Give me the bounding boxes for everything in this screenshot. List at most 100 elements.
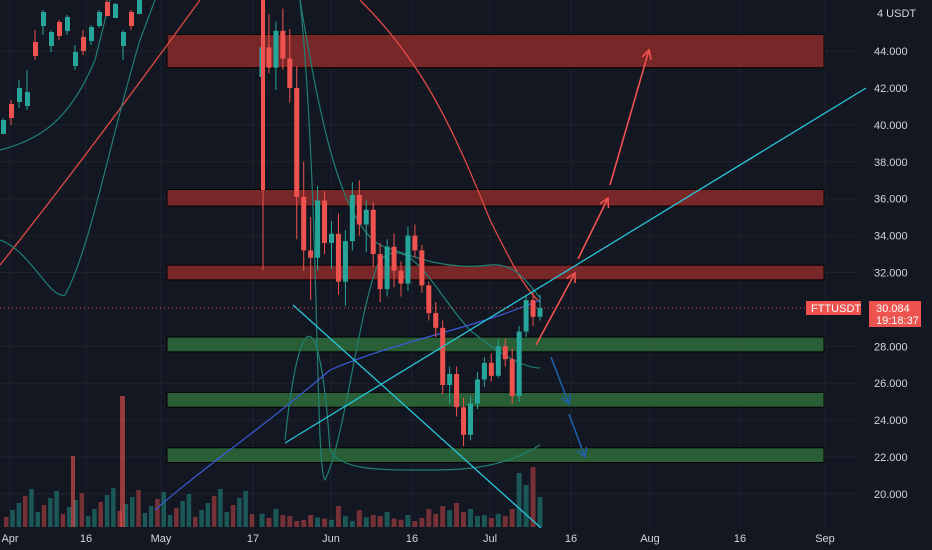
volume-bar bbox=[280, 515, 286, 527]
user-drawings[interactable] bbox=[284, 48, 867, 529]
volume-bar bbox=[495, 513, 501, 527]
volume-bar bbox=[10, 510, 15, 527]
volume-bar bbox=[186, 494, 192, 527]
candle-body bbox=[356, 195, 362, 225]
candle-body bbox=[301, 196, 307, 251]
symbol-label: FTTUSDT bbox=[811, 303, 861, 315]
resistance-zone-1 bbox=[166, 188, 825, 207]
volume-bar bbox=[71, 456, 75, 527]
volume-bar bbox=[54, 491, 59, 527]
price-tick-label: 22.000 bbox=[874, 452, 908, 464]
price-tick-label: 20.000 bbox=[874, 489, 908, 501]
candle-body bbox=[81, 37, 86, 51]
volume-bar bbox=[174, 508, 179, 527]
volume-bar bbox=[120, 396, 125, 527]
candle-body bbox=[468, 403, 473, 435]
volume-bar bbox=[167, 515, 173, 527]
candle-body bbox=[384, 246, 390, 290]
time-tick-label: 16 bbox=[406, 533, 418, 545]
volume-bar bbox=[440, 506, 446, 527]
bollinger-lower-band bbox=[284, 335, 541, 471]
ascending-trendline bbox=[284, 87, 867, 444]
bull-arrow-3-head bbox=[641, 48, 652, 60]
descending-trendline bbox=[292, 304, 542, 529]
volume-bar bbox=[294, 521, 300, 527]
moving-average-line bbox=[0, 0, 201, 266]
volume-bar bbox=[273, 509, 279, 527]
candle-body bbox=[121, 32, 126, 46]
volume-bar bbox=[60, 514, 66, 527]
time-axis: Apr 16 May 17 Jun 16 Jul 16 Aug 16 Sep bbox=[1, 533, 834, 545]
volume-bar bbox=[230, 505, 236, 527]
time-tick-label: Apr bbox=[1, 533, 18, 545]
volume-bar bbox=[426, 509, 432, 527]
candle-body bbox=[73, 52, 78, 66]
volume-bar bbox=[398, 519, 404, 527]
candle-body bbox=[495, 346, 501, 376]
volume-bar bbox=[287, 516, 293, 527]
volume-bar bbox=[474, 516, 480, 527]
candle-body bbox=[9, 104, 14, 118]
volume-bar bbox=[468, 509, 473, 527]
candle-body bbox=[412, 235, 418, 251]
volume-bar bbox=[502, 516, 508, 527]
candle-body bbox=[308, 250, 314, 258]
volume-bar bbox=[35, 512, 40, 527]
volume-bar bbox=[92, 509, 97, 527]
candle-body bbox=[509, 359, 515, 397]
bear-arrow-2 bbox=[568, 413, 586, 458]
volume-bar bbox=[85, 516, 91, 527]
volume-bar bbox=[516, 473, 522, 527]
price-tick-label: 24.000 bbox=[874, 415, 908, 427]
volume-bar bbox=[342, 516, 348, 527]
bear-arrow-1-head bbox=[560, 393, 572, 406]
bull-arrow-1 bbox=[535, 272, 576, 346]
volume-bar bbox=[237, 498, 242, 527]
volume-bar bbox=[301, 519, 307, 527]
price-tick-label: 28.000 bbox=[874, 341, 908, 353]
volume-bar bbox=[136, 490, 141, 527]
candle-body bbox=[57, 22, 62, 36]
candle-body bbox=[329, 233, 334, 243]
price-tick-label: 44.000 bbox=[874, 46, 908, 58]
price-tick-label: 26.000 bbox=[874, 378, 908, 390]
resistance-zone-0 bbox=[166, 33, 825, 69]
candle-body bbox=[516, 331, 522, 397]
volume-bar bbox=[308, 515, 314, 527]
candle-body bbox=[523, 300, 529, 332]
time-tick-label: Aug bbox=[640, 533, 660, 545]
price-tick-label: 40.000 bbox=[874, 120, 908, 132]
volume-bar bbox=[537, 497, 543, 527]
volume-bar bbox=[130, 497, 135, 527]
volume-bar bbox=[335, 506, 341, 527]
volume-bar bbox=[199, 510, 204, 527]
countdown-label: 19:18:37 bbox=[876, 315, 919, 327]
bull-arrow-3 bbox=[609, 49, 650, 186]
price-tick-label: 32.000 bbox=[874, 268, 908, 280]
volume-bar bbox=[218, 489, 223, 527]
candlestick-series bbox=[1, 0, 543, 446]
volume-bar bbox=[48, 498, 53, 527]
volume-bar bbox=[142, 513, 148, 527]
symbol-badge-bg bbox=[806, 301, 861, 315]
candle-body bbox=[137, 0, 142, 14]
candle-body bbox=[97, 12, 102, 26]
volume-bar bbox=[266, 518, 272, 527]
volume-bar bbox=[16, 503, 22, 527]
volume-bar bbox=[377, 516, 383, 527]
bollinger-middle-band bbox=[0, 0, 111, 151]
candle-body bbox=[530, 300, 536, 317]
price-zones bbox=[166, 33, 825, 464]
volume-bars bbox=[4, 396, 543, 527]
bear-arrow-2-head bbox=[576, 446, 588, 459]
volume-bar bbox=[433, 513, 439, 527]
bull-arrow-1-head bbox=[566, 271, 576, 284]
candle-body bbox=[419, 250, 425, 286]
last-price-label: 30.084 bbox=[876, 303, 910, 315]
symbol-price-badge[interactable]: FTTUSDT 30.084 19:18:37 bbox=[806, 301, 921, 327]
candle-body bbox=[537, 307, 543, 317]
volume-bar bbox=[211, 496, 217, 527]
candle-body bbox=[398, 270, 404, 284]
candle-body bbox=[454, 373, 460, 408]
